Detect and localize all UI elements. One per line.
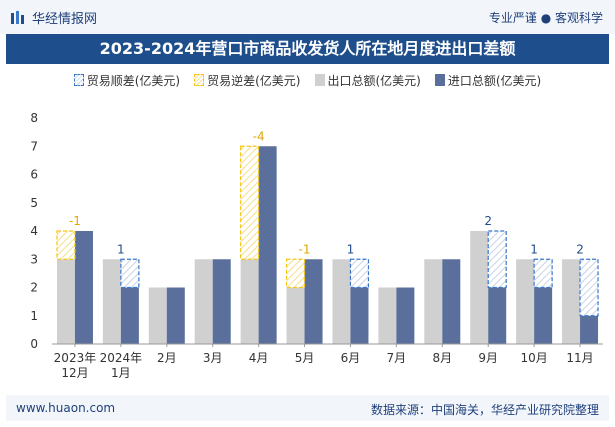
surplus-bar: [349, 258, 370, 289]
import-bar: [166, 287, 185, 344]
legend-item-deficit[interactable]: 贸易逆差(亿美元): [194, 72, 301, 89]
x-tick-label: 9月: [478, 351, 498, 365]
export-bar: [562, 259, 581, 344]
deficit-bar: [285, 258, 306, 289]
import-bar: [350, 287, 369, 344]
footer-url[interactable]: www.huaon.com: [16, 401, 116, 415]
legend-label-import: 进口总额(亿美元): [447, 73, 542, 88]
legend-swatch-deficit: [194, 74, 205, 86]
import-bar: [580, 315, 599, 344]
x-tick-label: 4月: [249, 351, 269, 365]
import-bar: [304, 259, 323, 344]
y-tick-label: 3: [30, 252, 38, 266]
legend-label-export: 出口总额(亿美元): [327, 73, 421, 88]
x-tick-label: 3月: [203, 351, 223, 365]
x-tick-label: 7月: [387, 351, 407, 365]
export-bar: [194, 259, 213, 344]
balance-data-label: -1: [69, 214, 81, 228]
import-bar: [212, 259, 231, 344]
y-tick-label: 5: [30, 196, 38, 210]
export-bar: [516, 259, 535, 344]
y-tick-label: 8: [30, 111, 38, 125]
footer: www.huaon.com 数据来源：中国海关，华经产业研究院整理: [6, 395, 609, 421]
y-tick-label: 2: [30, 281, 38, 295]
x-tick-label: 2024年 1月: [100, 351, 143, 380]
import-bar: [74, 231, 93, 344]
x-tick-label: 2月: [157, 351, 177, 365]
x-tick-label: 6月: [341, 351, 361, 365]
deficit-bar: [240, 145, 260, 260]
legend-item-export[interactable]: 出口总额(亿美元): [314, 72, 421, 89]
legend-swatch-import: [434, 74, 445, 86]
surplus-bar: [120, 258, 140, 289]
x-tick-label: 5月: [295, 351, 315, 365]
footer-source: 数据来源：中国海关，华经产业研究院整理: [370, 403, 599, 417]
legend-swatch-export: [314, 74, 325, 86]
brand-logo-icon: [11, 10, 24, 24]
surplus-bar: [533, 258, 553, 289]
y-tick-label: 7: [30, 139, 38, 153]
y-tick-label: 4: [30, 224, 38, 238]
export-bar: [332, 259, 351, 344]
balance-data-label: 1: [530, 242, 538, 256]
export-bar: [470, 231, 489, 344]
balance-data-label: 2: [576, 242, 584, 256]
balance-data-label: 1: [347, 242, 355, 256]
import-bar: [534, 287, 553, 344]
legend-label-surplus: 贸易顺差(亿美元): [86, 73, 181, 88]
import-bar: [258, 146, 277, 344]
brand[interactable]: 华经情报网: [10, 8, 97, 27]
x-tick-label: 8月: [432, 351, 452, 365]
y-axis: 0 1 2 3 4 5 6 7 8: [30, 111, 38, 351]
tagline: 专业严谨 ● 客观科学: [488, 11, 603, 25]
import-bar: [396, 287, 415, 344]
legend-item-import[interactable]: 进口总额(亿美元): [434, 72, 542, 89]
legend-item-surplus[interactable]: 贸易顺差(亿美元): [73, 72, 181, 89]
export-bar: [286, 287, 305, 344]
x-tick-label: 2023年 12月: [54, 351, 97, 380]
top-bar: 华经情报网 专业严谨 ● 客观科学: [0, 0, 615, 34]
balance-data-label: -4: [253, 129, 265, 143]
y-tick-label: 1: [30, 309, 38, 323]
balance-data-label: -1: [299, 242, 311, 256]
x-tick-label: 11月: [566, 351, 593, 365]
legend-label-deficit: 贸易逆差(亿美元): [207, 73, 301, 88]
y-tick-label: 0: [30, 337, 38, 351]
import-bar: [488, 287, 507, 344]
export-bar: [148, 287, 167, 344]
surplus-bar: [487, 230, 507, 289]
deficit-bar: [56, 230, 76, 260]
surplus-bar: [579, 258, 599, 317]
import-bar: [120, 287, 139, 344]
bars-group: -1 1 -4 -1 1 2 1 2: [56, 129, 599, 344]
chart-legend: 贸易顺差(亿美元) 贸易逆差(亿美元) 出口总额(亿美元) 进口总额(亿美元): [0, 68, 615, 92]
y-tick-label: 6: [30, 168, 38, 182]
balance-data-label: 2: [484, 214, 492, 228]
x-tick-label: 10月: [520, 351, 547, 365]
chart-title: 2023-2024年营口市商品收发货人所在地月度进出口差额: [6, 34, 609, 64]
export-bar: [378, 287, 397, 344]
export-bar: [424, 259, 443, 344]
balance-data-label: 1: [117, 242, 125, 256]
import-bar: [442, 259, 461, 344]
brand-name: 华经情报网: [32, 12, 98, 27]
legend-swatch-surplus: [73, 74, 84, 86]
export-bar: [240, 259, 259, 344]
export-bar: [56, 259, 75, 344]
export-bar: [102, 259, 121, 344]
